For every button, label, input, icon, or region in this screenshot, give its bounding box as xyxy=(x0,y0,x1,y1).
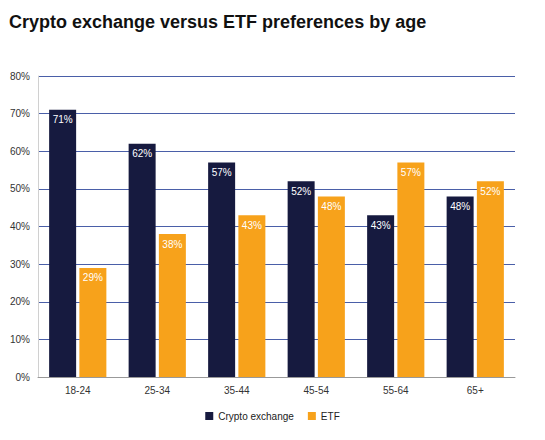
svg-text:0%: 0% xyxy=(16,372,31,383)
svg-text:20%: 20% xyxy=(10,296,30,307)
svg-text:35-44: 35-44 xyxy=(224,385,250,396)
svg-text:25-34: 25-34 xyxy=(144,385,170,396)
svg-text:62%: 62% xyxy=(132,148,152,159)
svg-text:10%: 10% xyxy=(10,334,30,345)
svg-text:48%: 48% xyxy=(321,201,341,212)
svg-text:38%: 38% xyxy=(162,239,182,250)
svg-text:43%: 43% xyxy=(242,220,262,231)
svg-text:Crypto exchange: Crypto exchange xyxy=(218,411,294,422)
svg-text:80%: 80% xyxy=(10,71,30,82)
svg-text:18-24: 18-24 xyxy=(65,385,91,396)
svg-text:30%: 30% xyxy=(10,259,30,270)
svg-text:29%: 29% xyxy=(83,272,103,283)
svg-text:60%: 60% xyxy=(10,146,30,157)
svg-text:50%: 50% xyxy=(10,183,30,194)
svg-text:ETF: ETF xyxy=(321,411,340,422)
svg-text:Crypto exchange versus ETF pre: Crypto exchange versus ETF preferences b… xyxy=(9,12,426,32)
svg-text:57%: 57% xyxy=(401,167,421,178)
svg-text:40%: 40% xyxy=(10,221,30,232)
svg-text:43%: 43% xyxy=(371,220,391,231)
svg-text:55-64: 55-64 xyxy=(383,385,409,396)
svg-text:52%: 52% xyxy=(480,186,500,197)
svg-text:48%: 48% xyxy=(450,201,470,212)
svg-text:65+: 65+ xyxy=(467,385,484,396)
svg-text:52%: 52% xyxy=(291,186,311,197)
svg-text:70%: 70% xyxy=(10,108,30,119)
svg-text:57%: 57% xyxy=(212,167,232,178)
svg-text:71%: 71% xyxy=(53,114,73,125)
svg-text:45-54: 45-54 xyxy=(303,385,329,396)
